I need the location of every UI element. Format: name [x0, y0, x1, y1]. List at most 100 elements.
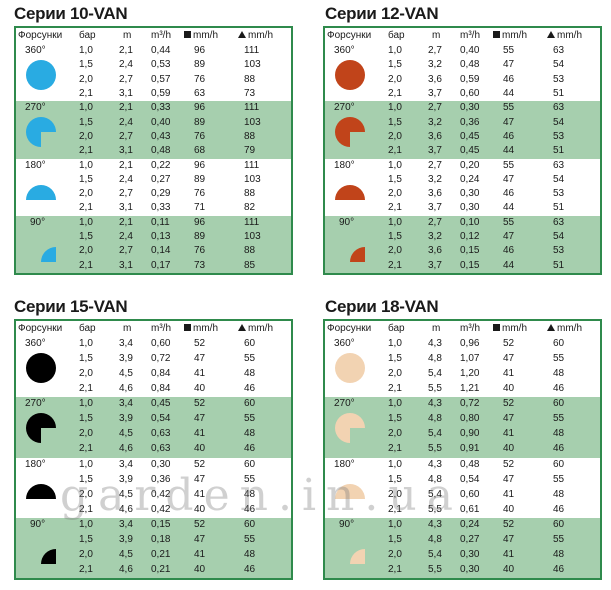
table-row: 2,1 3,7 0,60 44 51	[325, 88, 600, 102]
header-triangle-precip-label: mm/h	[557, 323, 582, 334]
header-flow: m³/h	[460, 30, 480, 41]
triangle-precip-cell: 60	[553, 518, 565, 530]
radius-cell: 3,6	[428, 245, 442, 257]
table-row: 2,0 3,6 0,45 46 53	[325, 131, 600, 145]
header-triangle-precip: mm/h	[238, 323, 273, 334]
table-row: 1,5 4,8 0,54 47 55	[325, 474, 600, 488]
triangle-precip-cell: 55	[244, 473, 256, 485]
pressure-cell: 1,0	[388, 458, 402, 470]
table-row: 1,5 2,4 0,13 89 103	[16, 231, 291, 245]
table-row: 2,0 4,5 0,21 41 48	[16, 549, 291, 563]
flow-cell: 0,33	[151, 102, 171, 114]
flow-cell: 0,22	[151, 159, 171, 171]
pressure-cell: 1,5	[79, 413, 93, 425]
nozzle-three-quarter-arc-icon	[26, 413, 56, 448]
flow-cell: 0,12	[460, 231, 480, 243]
square-precip-cell: 41	[503, 368, 515, 380]
flow-cell: 0,10	[460, 216, 480, 228]
flow-cell: 0,61	[460, 503, 480, 515]
radius-cell: 3,9	[119, 473, 133, 485]
pressure-cell: 2,0	[388, 368, 402, 380]
radius-cell: 4,8	[428, 473, 442, 485]
pressure-cell: 2,0	[388, 488, 402, 500]
triangle-precip-cell: 111	[244, 45, 260, 56]
arc-group-half: 180° 1,0 4,3 0,48 52 60 1,5 4,8 0,54 47 …	[325, 457, 600, 518]
flow-cell: 0,21	[151, 548, 171, 560]
radius-cell: 2,4	[119, 231, 133, 243]
square-precip-cell: 55	[503, 102, 515, 114]
triangle-precip-cell: 48	[244, 548, 256, 560]
arc-group-half: 180° 1,0 2,7 0,20 55 63 1,5 3,2 0,24 47 …	[325, 158, 600, 216]
square-precip-cell: 47	[194, 473, 206, 485]
arc-group-full: 360° 1,0 3,4 0,60 52 60 1,5 3,9 0,72 47 …	[16, 337, 291, 398]
triangle-precip-cell: 46	[244, 563, 256, 575]
radius-cell: 4,3	[428, 338, 442, 349]
pressure-cell: 1,5	[388, 533, 402, 545]
flow-cell: 0,84	[151, 368, 171, 380]
header-square-precip: mm/h	[184, 30, 218, 41]
pressure-cell: 2,1	[79, 563, 93, 575]
square-precip-cell: 63	[194, 87, 206, 99]
flow-cell: 0,24	[460, 518, 480, 530]
triangle-precip-cell: 88	[244, 130, 256, 142]
flow-cell: 1,21	[460, 383, 480, 395]
arc-angle-label: 270°	[25, 398, 46, 410]
square-precip-cell: 41	[194, 428, 206, 440]
triangle-precip-cell: 54	[553, 59, 565, 71]
radius-cell: 4,5	[119, 428, 133, 440]
flow-cell: 0,63	[151, 443, 171, 455]
table-row: 1,0 2,7 0,20 55 63	[325, 160, 600, 174]
table-row: 2,1 5,5 0,61 40 46	[325, 504, 600, 518]
pressure-cell: 1,5	[388, 173, 402, 185]
flow-cell: 0,80	[460, 413, 480, 425]
flow-cell: 0,48	[460, 59, 480, 71]
triangle-icon	[238, 324, 246, 331]
square-precip-cell: 41	[503, 428, 515, 440]
flow-cell: 0,36	[151, 473, 171, 485]
triangle-precip-cell: 63	[553, 216, 565, 228]
triangle-precip-cell: 48	[553, 488, 565, 500]
triangle-precip-cell: 54	[553, 116, 565, 128]
triangle-precip-cell: 60	[244, 458, 256, 470]
flow-cell: 0,45	[460, 145, 480, 157]
flow-cell: 0,21	[151, 563, 171, 575]
triangle-precip-cell: 111	[244, 102, 260, 114]
pressure-cell: 1,5	[388, 473, 402, 485]
table-row: 1,5 2,4 0,40 89 103	[16, 117, 291, 131]
square-precip-cell: 68	[194, 145, 206, 157]
table-row: 2,0 5,4 0,60 41 48	[325, 489, 600, 503]
header-triangle-precip-label: mm/h	[248, 30, 273, 41]
square-precip-cell: 96	[194, 102, 206, 114]
pressure-cell: 2,0	[79, 130, 93, 142]
table-row: 2,0 4,5 0,63 41 48	[16, 428, 291, 442]
square-precip-cell: 40	[194, 443, 206, 455]
arc-group-three-quarter: 270° 1,0 2,1 0,33 96 111 1,5 2,4 0,40 89…	[16, 101, 291, 159]
triangle-precip-cell: 53	[553, 130, 565, 142]
triangle-precip-cell: 55	[553, 413, 565, 425]
pressure-cell: 2,0	[79, 188, 93, 200]
table-row: 1,5 3,2 0,12 47 54	[325, 231, 600, 245]
table-row: 2,1 3,7 0,45 44 51	[325, 145, 600, 159]
series-title: Серии 18-VAN	[325, 297, 439, 316]
radius-cell: 3,7	[428, 145, 442, 157]
table-row: 1,0 2,7 0,30 55 63	[325, 102, 600, 116]
table-row: 1,0 4,3 0,96 52 60	[325, 338, 600, 352]
flow-cell: 0,45	[151, 398, 171, 410]
flow-cell: 0,30	[460, 202, 480, 214]
pressure-cell: 2,0	[388, 548, 402, 560]
header-flow: m³/h	[460, 323, 480, 334]
radius-cell: 4,5	[119, 548, 133, 560]
square-precip-cell: 47	[503, 473, 515, 485]
radius-cell: 2,1	[119, 102, 133, 114]
flow-cell: 0,18	[151, 533, 171, 545]
pressure-cell: 2,0	[79, 73, 93, 85]
square-precip-cell: 46	[503, 73, 515, 85]
table-row: 2,1 4,6 0,63 40 46	[16, 443, 291, 457]
arc-group-three-quarter: 270° 1,0 4,3 0,72 52 60 1,5 4,8 0,80 47 …	[325, 397, 600, 458]
flow-cell: 0,40	[460, 45, 480, 56]
radius-cell: 3,9	[119, 533, 133, 545]
arc-angle-label: 360°	[25, 45, 46, 56]
pressure-cell: 2,0	[79, 428, 93, 440]
radius-cell: 2,4	[119, 116, 133, 128]
radius-cell: 2,1	[119, 159, 133, 171]
